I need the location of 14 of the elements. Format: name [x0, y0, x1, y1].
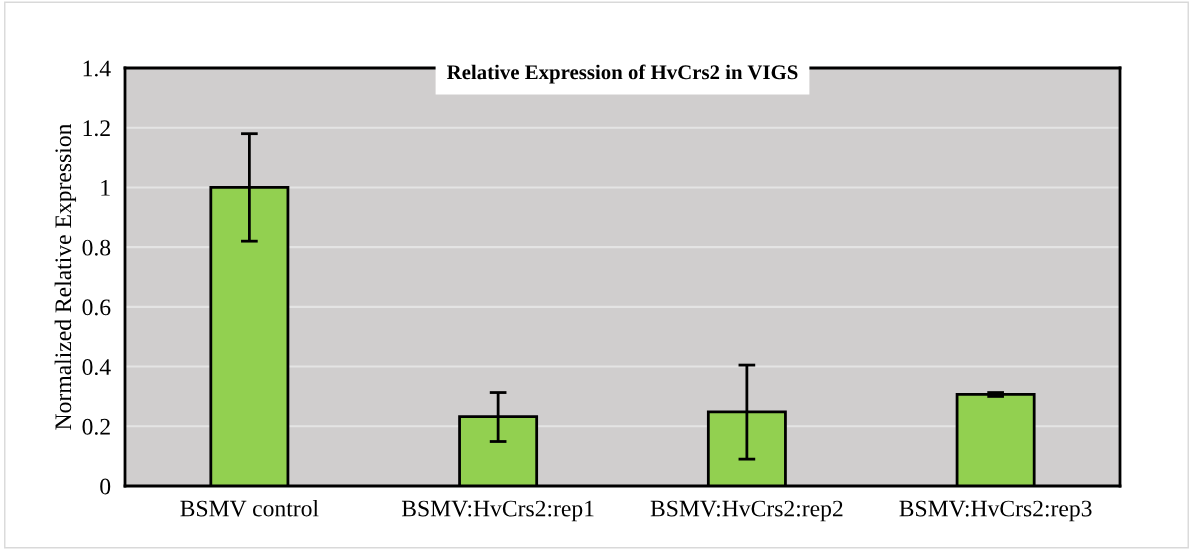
y-axis-title: Normalized Relative Expression — [54, 123, 77, 430]
y-tick-label: 1.4 — [83, 60, 111, 77]
x-tick-label: BSMV control — [180, 499, 319, 517]
x-tick-label: BSMV:HvCrs2:rep3 — [899, 500, 1092, 522]
y-tick-label: 0 — [100, 478, 111, 495]
y-tick-label: 0.2 — [82, 418, 110, 435]
y-tick-label: 1.2 — [83, 120, 110, 137]
chart-title: Relative Expression of HvCrs2 in VIGS — [447, 64, 798, 84]
y-tick-label: 1 — [101, 180, 110, 196]
y-tick-label: 0.4 — [82, 359, 111, 376]
y-tick-label: 0.6 — [82, 299, 111, 316]
y-tick-label: 0.8 — [82, 239, 111, 256]
x-tick-label: BSMV:HvCrs2:rep2 — [650, 500, 843, 522]
x-tick-label: BSMV:HvCrs2:rep1 — [401, 500, 594, 522]
